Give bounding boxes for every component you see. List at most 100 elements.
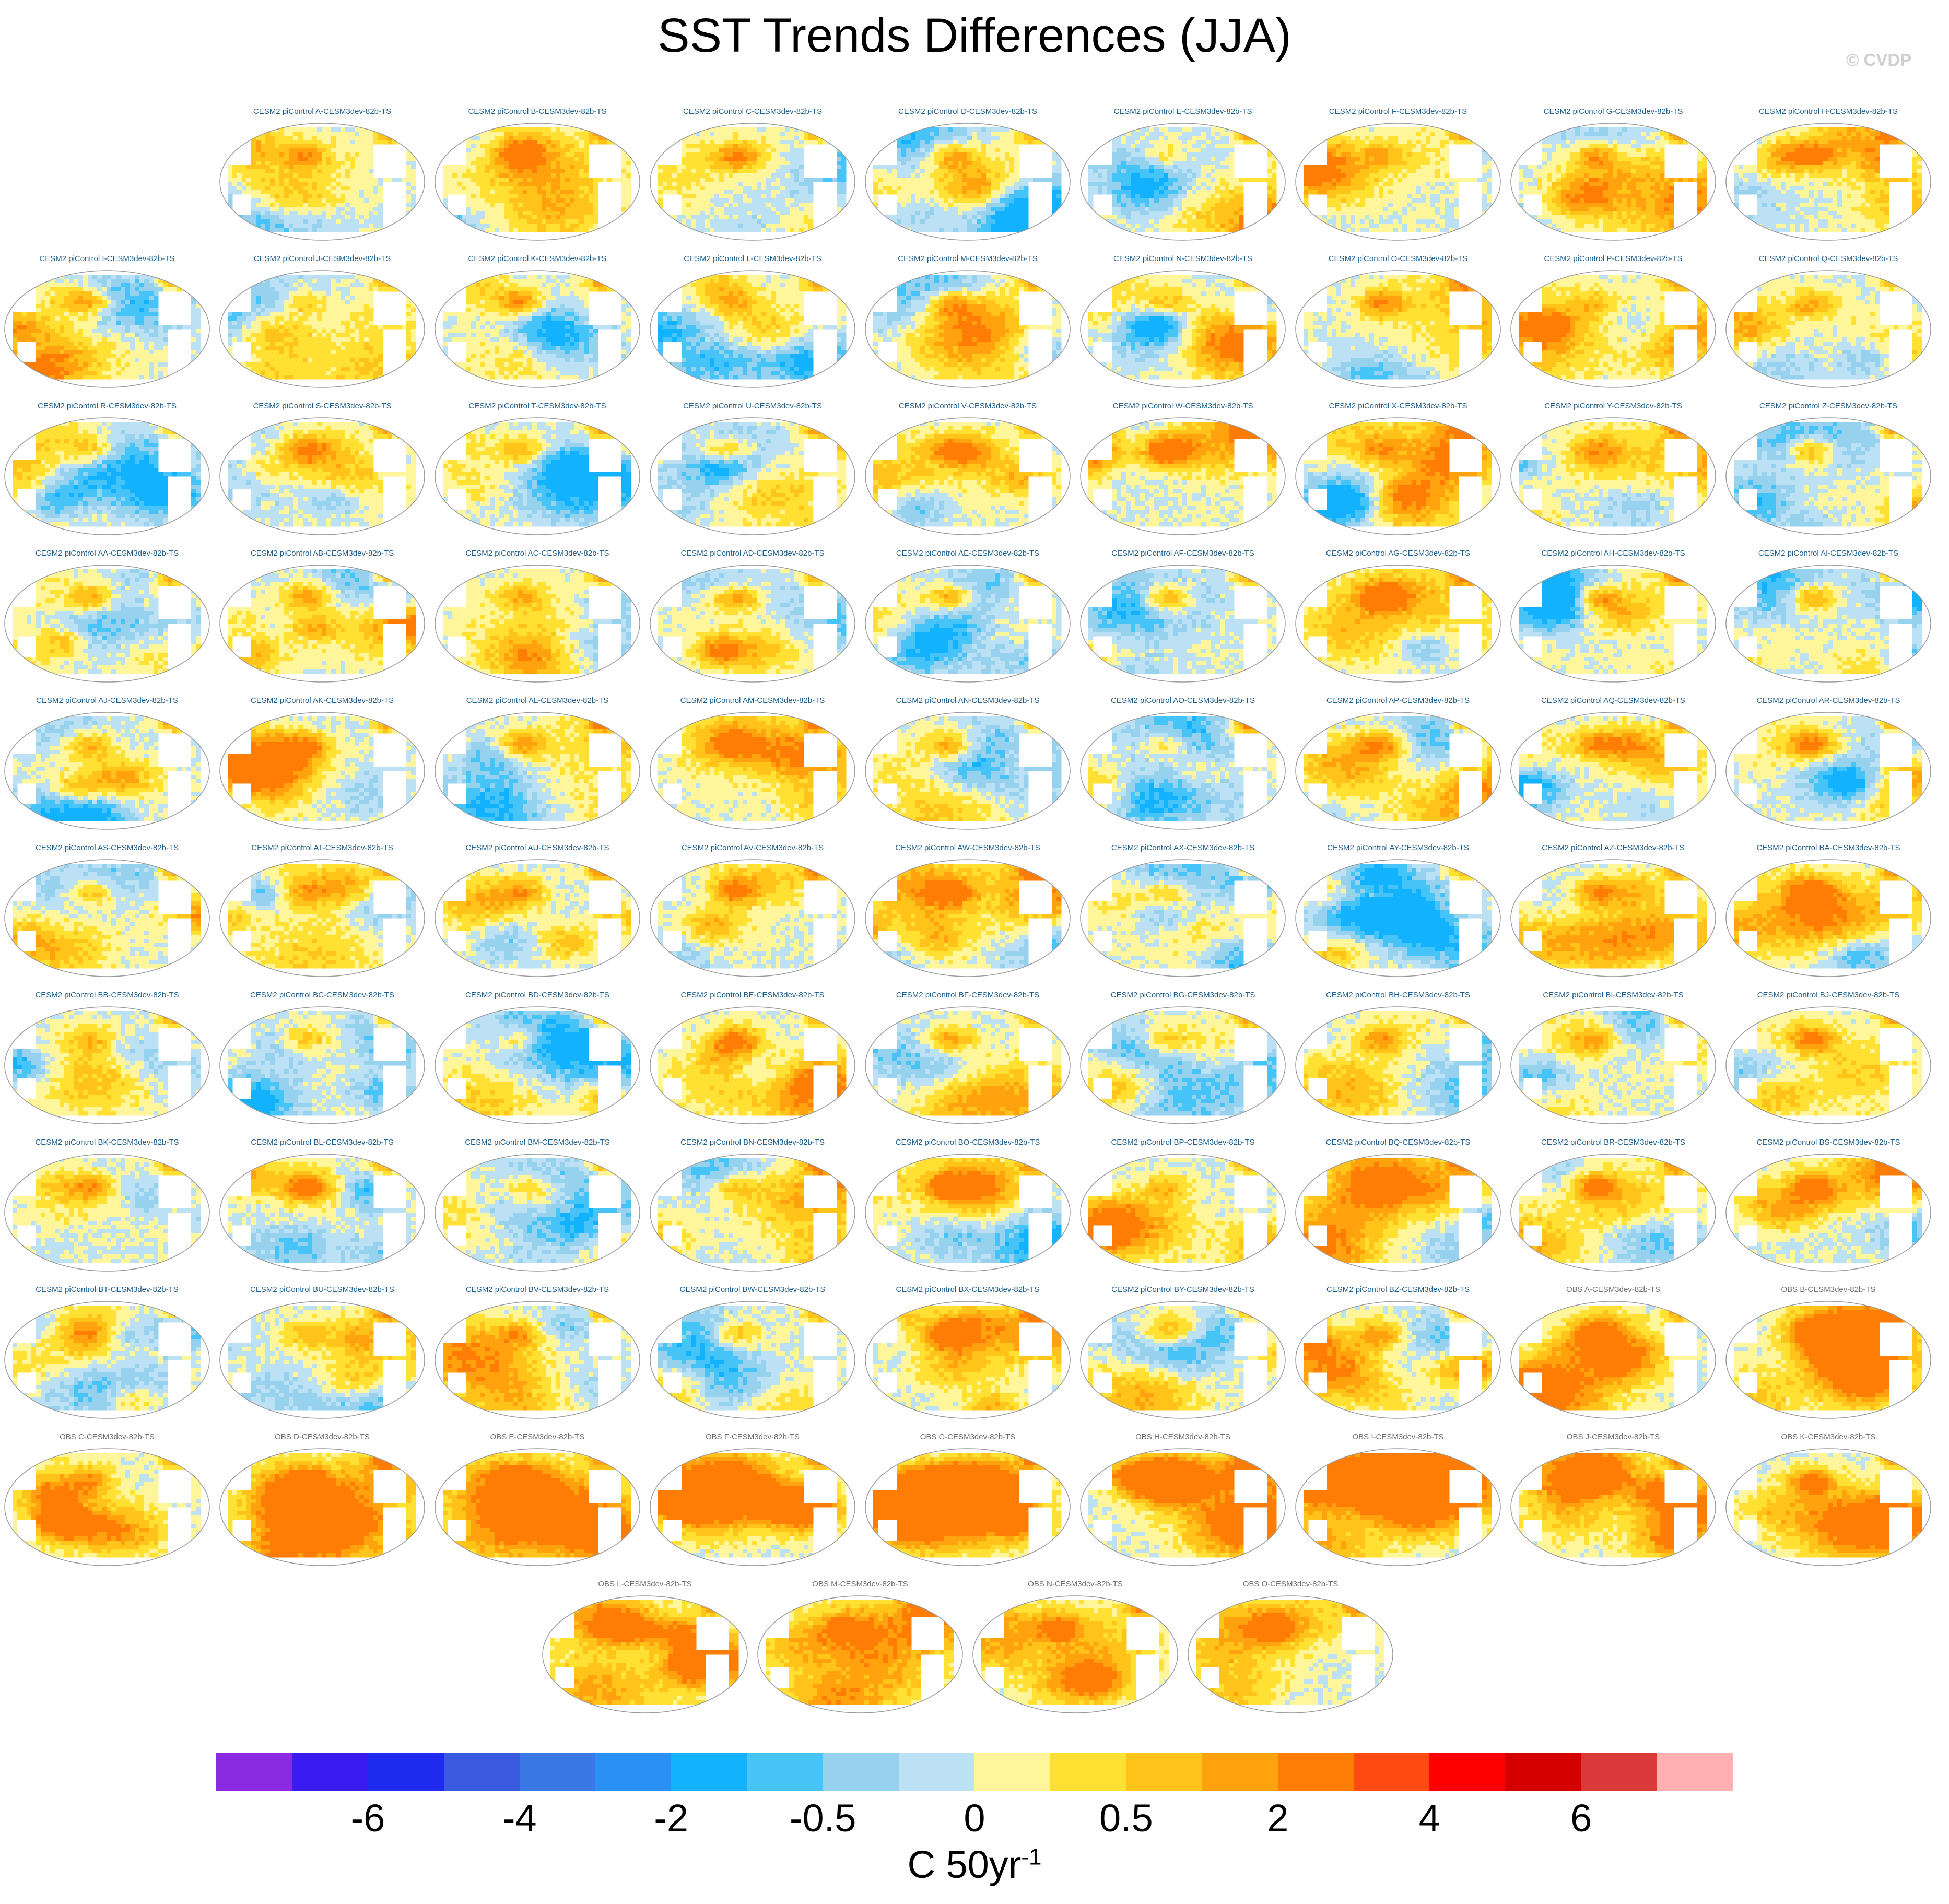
sst-cell: [466, 173, 472, 178]
sst-cell: [476, 207, 481, 211]
sst-cell: [345, 140, 350, 145]
sst-cell: [293, 136, 299, 140]
sst-cell: [1201, 165, 1206, 170]
sst-cell: [1196, 219, 1202, 224]
sst-cell: [1107, 178, 1112, 182]
sst-cell: [761, 224, 767, 228]
sst-cell: [1121, 169, 1126, 174]
sst-cell: [1262, 136, 1267, 140]
sst-cell: [710, 140, 715, 145]
sst-cell: [589, 215, 594, 220]
sst-cell: [308, 198, 313, 203]
sst-cell: [1336, 173, 1342, 178]
sst-cell: [785, 224, 790, 228]
sst-cell: [1071, 224, 1072, 228]
sst-cell: [1088, 194, 1094, 199]
sst-cell: [794, 186, 800, 191]
sst-cell: [1379, 173, 1384, 178]
sst-cell: [743, 136, 748, 140]
sst-cell: [1173, 132, 1178, 136]
sst-cell: [1149, 207, 1155, 211]
sst-cell: [1229, 198, 1235, 203]
sst-cell: [1286, 215, 1287, 220]
sst-cell: [719, 219, 724, 224]
sst-cell: [471, 157, 476, 161]
sst-cell: [1360, 173, 1365, 178]
sst-cell: [565, 136, 570, 140]
sst-cell: [355, 228, 360, 232]
sst-cell: [1220, 224, 1225, 228]
sst-cell: [948, 173, 954, 178]
sst-cell: [523, 127, 528, 132]
sst-cell: [1192, 157, 1197, 161]
sst-cell: [1182, 203, 1188, 207]
sst-cell: [930, 182, 935, 186]
sst-cell: [308, 224, 313, 228]
sst-cell: [457, 169, 462, 174]
sst-cell: [1178, 140, 1183, 145]
sst-cell: [584, 207, 589, 211]
sst-cell: [546, 178, 551, 182]
sst-cell: [499, 161, 504, 166]
sst-cell: [542, 207, 547, 211]
sst-cell: [499, 144, 504, 149]
sst-cell: [841, 132, 847, 136]
sst-cell: [1192, 178, 1197, 182]
sst-cell: [579, 136, 584, 140]
sst-cell: [626, 136, 631, 140]
sst-cell: [1482, 157, 1487, 161]
sst-cell: [757, 144, 762, 149]
sst-cell: [350, 136, 355, 140]
sst-cell: [1135, 211, 1141, 216]
sst-cell: [556, 157, 561, 161]
sst-cell: [322, 157, 327, 161]
sst-cell: [766, 186, 771, 191]
sst-cell: [846, 228, 851, 232]
sst-cell: [1056, 194, 1062, 199]
sst-cell: [911, 211, 916, 216]
panel-title: CESM2 piControl C-CESM3dev-82b-TS: [645, 108, 860, 115]
sst-cell: [1159, 219, 1164, 224]
sst-cell: [776, 178, 781, 182]
sst-cell: [776, 224, 781, 228]
sst-cell: [897, 127, 902, 132]
sst-cell: [570, 152, 575, 157]
sst-cell: [1416, 182, 1422, 186]
sst-cell: [1014, 228, 1019, 232]
sst-cell: [1061, 136, 1066, 140]
sst-cell: [1192, 165, 1197, 170]
sst-cell: [883, 173, 888, 178]
sst-cell: [499, 173, 504, 178]
sst-cell: [251, 186, 256, 191]
sst-cell: [1388, 144, 1393, 149]
sst-cell: [705, 132, 710, 136]
sst-cell: [776, 161, 781, 166]
sst-cell: [1351, 169, 1356, 174]
sst-cell: [738, 190, 743, 195]
sst-cell: [1154, 182, 1159, 186]
sst-cell: [279, 211, 285, 216]
sst-cell: [289, 190, 294, 195]
sst-cell: [841, 219, 847, 224]
sst-cell: [911, 136, 916, 140]
sst-cell: [303, 157, 308, 161]
sst-cell: [218, 132, 224, 136]
sst-cell: [1192, 186, 1197, 191]
sst-cell: [471, 173, 476, 178]
sst-cell: [279, 194, 285, 199]
sst-cell: [289, 165, 294, 170]
sst-cell: [406, 190, 412, 195]
sst-cell: [1187, 173, 1192, 178]
sst-cell: [1426, 186, 1431, 191]
sst-cell: [841, 198, 847, 203]
sst-cell: [603, 178, 608, 182]
sst-cell: [991, 219, 996, 224]
sst-cell: [799, 228, 804, 232]
sst-cell: [1206, 152, 1211, 157]
sst-cell: [804, 203, 809, 207]
sst-cell: [1173, 219, 1178, 224]
sst-cell: [303, 219, 308, 224]
sst-cell: [504, 203, 509, 207]
sst-cell: [369, 132, 374, 136]
sst-cell: [1042, 127, 1048, 132]
